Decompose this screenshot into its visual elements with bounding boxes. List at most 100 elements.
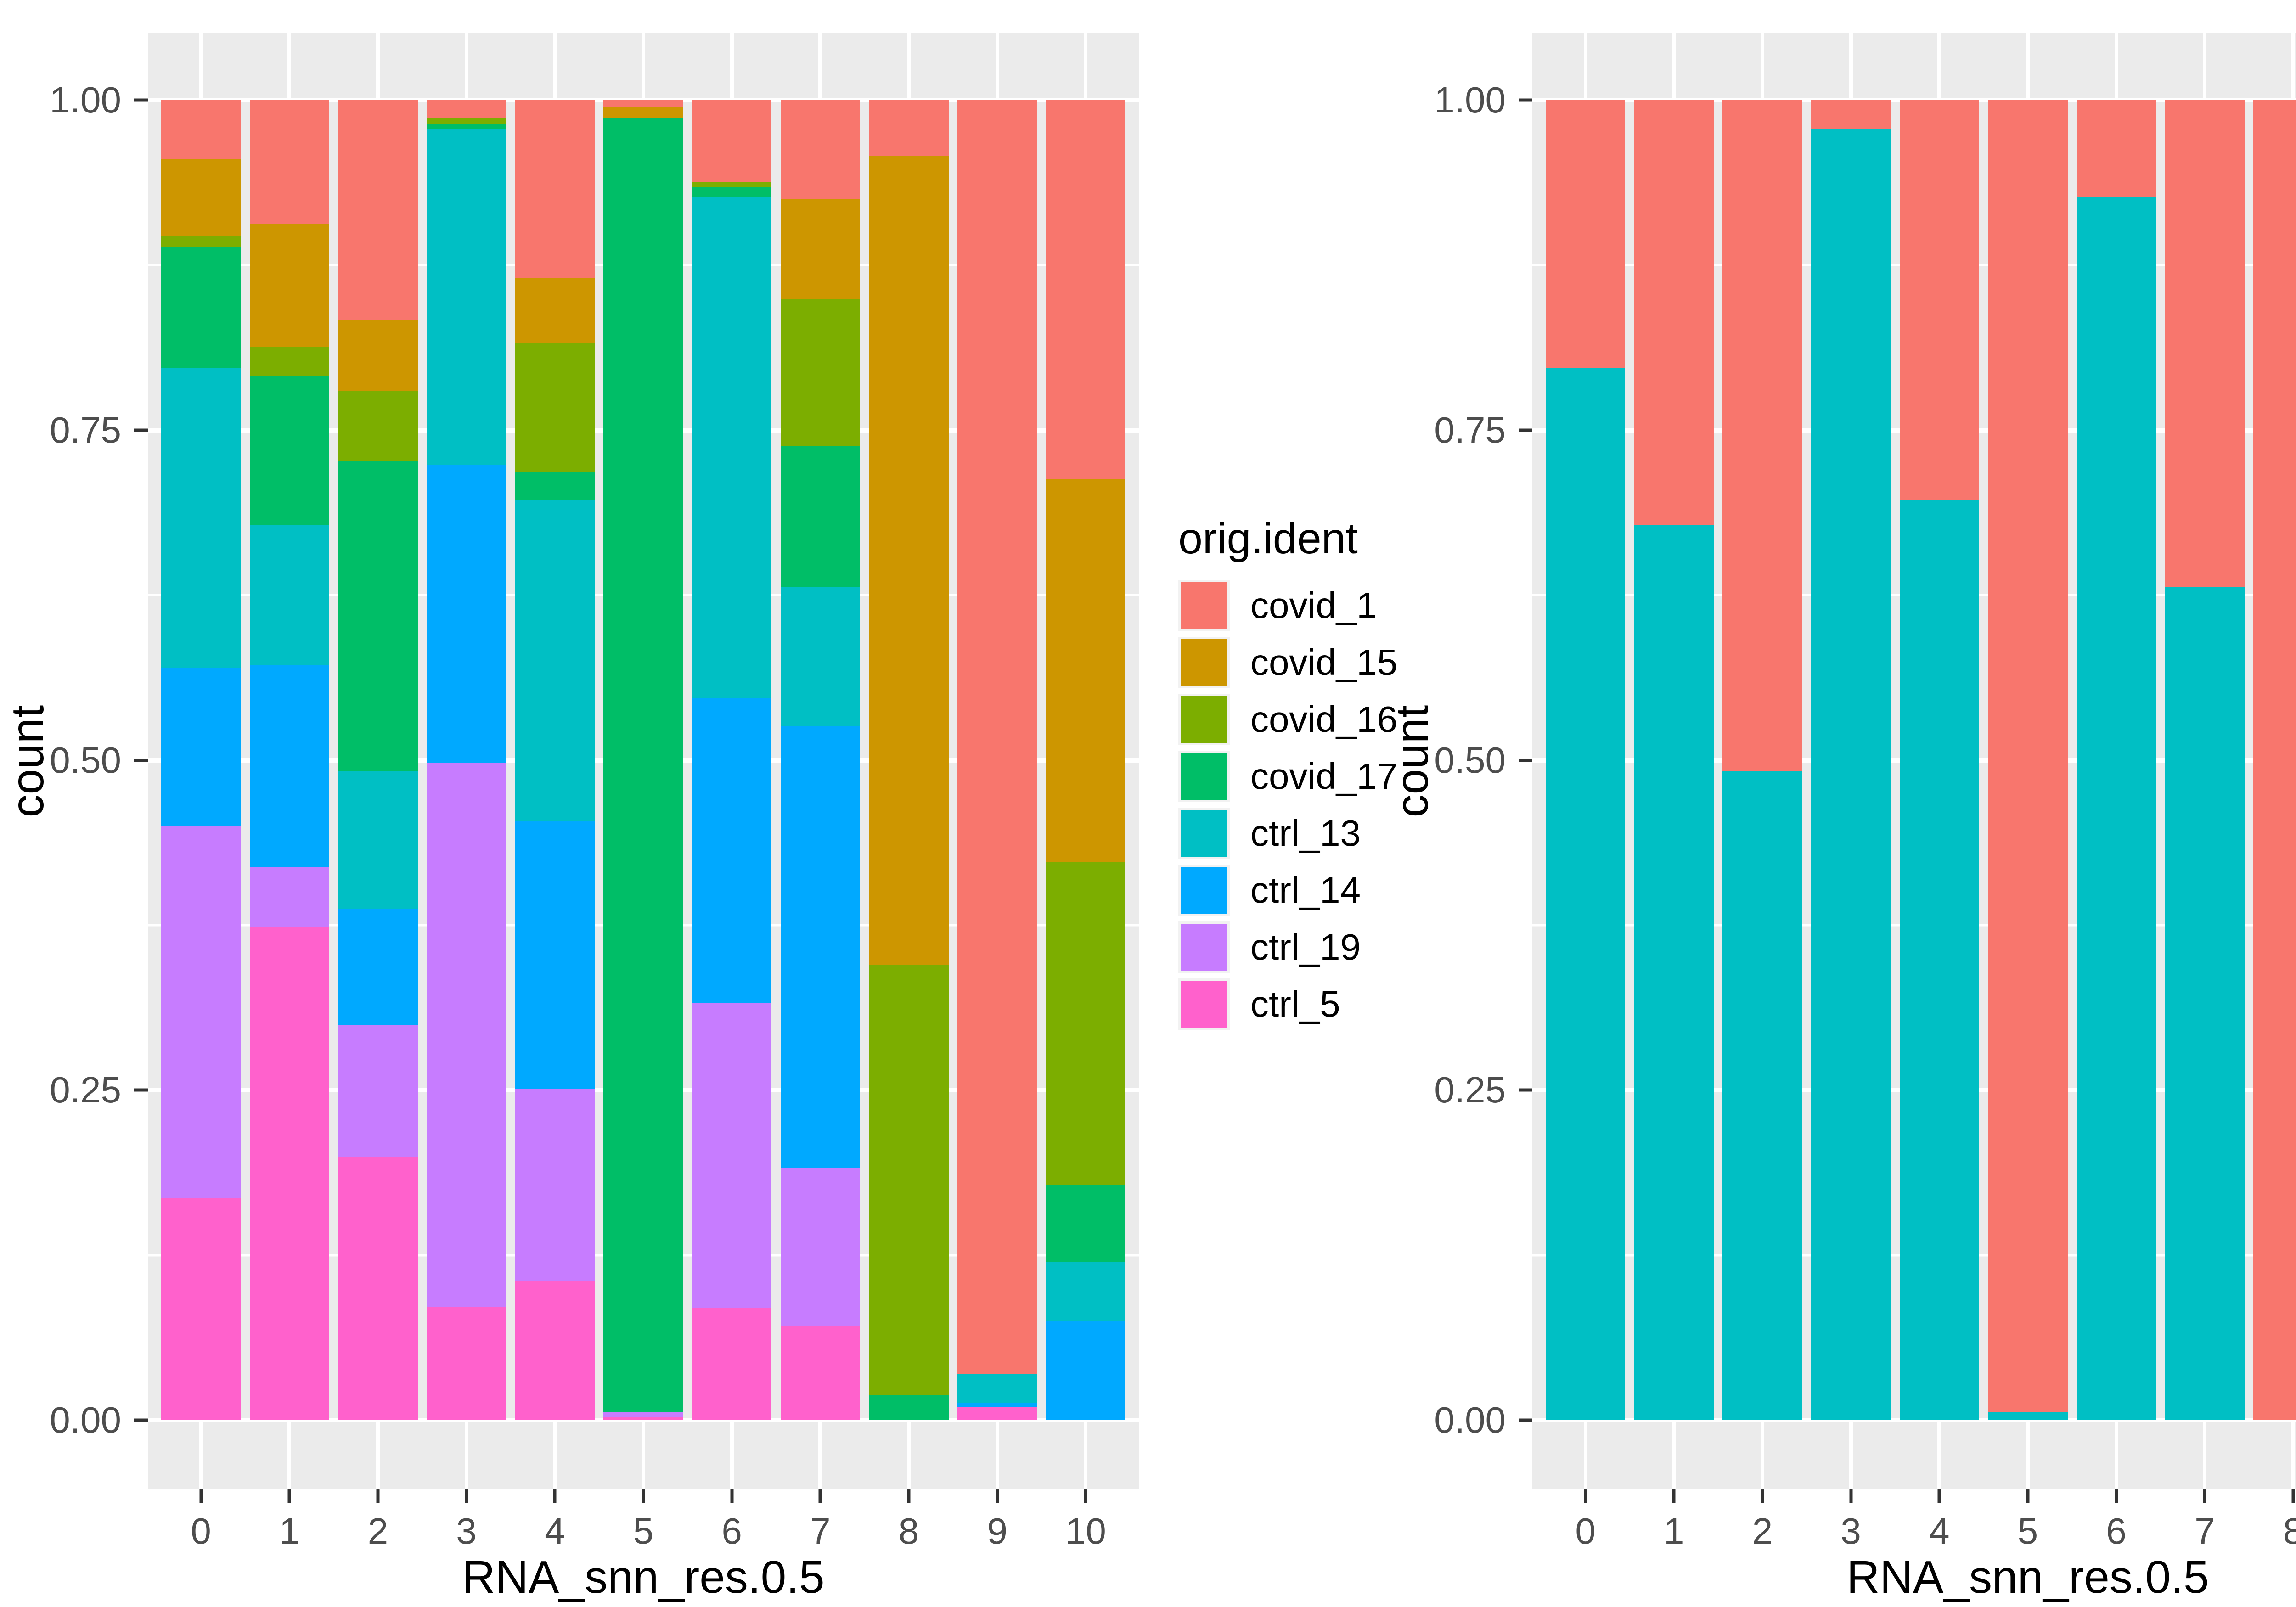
x-tick-label: 4: [1929, 1511, 1950, 1551]
legend-key: [1178, 580, 1230, 631]
bar-segment-Covid: [2165, 100, 2245, 587]
bar-segment-covid_15: [780, 199, 861, 300]
bar-segment-ctrl_14: [161, 668, 241, 826]
bar-segment-covid_17: [426, 124, 506, 129]
bar-segment-ctrl_14: [692, 698, 772, 1003]
x-tick-label: 1: [279, 1511, 300, 1551]
bar-segment-ctrl_13: [780, 587, 861, 726]
bar-segment-ctrl_19: [249, 867, 329, 927]
x-tick-mark: [2026, 1489, 2030, 1503]
x-tick-label: 8: [898, 1511, 919, 1551]
y-tick-mark: [1519, 98, 1532, 102]
y-tick-label: 0.00: [50, 1399, 121, 1440]
left-chart: count RNA_snn_res.0.5 1.00 0.75 0.50 0.25 0.…: [2, 33, 1139, 1600]
y-tick-label: 0.50: [50, 739, 121, 781]
stacked-bar-cluster-4: [515, 100, 595, 1420]
bar-segment-covid_1: [692, 100, 772, 182]
legend-key: [1178, 694, 1230, 745]
bar-segment-ctrl_5: [603, 1417, 683, 1420]
stacked-bar-cluster-7: [780, 100, 861, 1420]
legend-swatch-covid_17: [1181, 753, 1227, 800]
bar-segment-ctrl_14: [1046, 1321, 1126, 1420]
bar-segment-covid_16: [161, 236, 241, 247]
bar-segment-ctrl_13: [692, 196, 772, 698]
bar-segment-ctrl_13: [249, 525, 329, 665]
right-plot-panel: [1532, 33, 2296, 1489]
x-tick-mark: [642, 1489, 645, 1503]
bar-segment-covid_1: [869, 100, 949, 156]
bar-segment-ctrl_13: [338, 770, 418, 910]
y-tick-label: 0.75: [1434, 409, 1506, 450]
legend-swatch-covid_1: [1181, 582, 1227, 629]
legend-key: [1178, 751, 1230, 802]
right-x-axis-title: RNA_snn_res.0.5: [1846, 1551, 2209, 1603]
x-tick-mark: [1084, 1489, 1087, 1503]
x-tick-mark: [1937, 1489, 1941, 1503]
y-tick-mark: [134, 759, 148, 762]
bar-segment-covid_17: [780, 446, 861, 587]
bar-segment-ctrl_13: [161, 368, 241, 668]
bar-segment-Covid: [1811, 100, 1891, 129]
legend-entry-ctrl_5: ctrl_5: [1178, 978, 1358, 1030]
legend-label: ctrl_5: [1250, 983, 1340, 1024]
bar-segment-covid_16: [338, 390, 418, 461]
bar-segment-Covid: [1988, 100, 2068, 1412]
x-tick-label: 3: [456, 1511, 477, 1551]
right-chart: count RNA_snn_res.0.5 1.00 0.75 0.50 0.25 0.…: [1386, 33, 2296, 1600]
x-tick-label: 5: [2017, 1511, 2038, 1551]
bar-segment-covid_15: [869, 155, 949, 965]
bar-segment-ctrl_14: [957, 1403, 1037, 1407]
bar-segment-covid_17: [249, 376, 329, 525]
stacked-bar-cluster-6: [692, 100, 772, 1420]
x-tick-mark: [1672, 1489, 1676, 1503]
left-plot-panel: [148, 33, 1139, 1489]
legend-swatch-ctrl_14: [1181, 867, 1227, 914]
legend-swatch-ctrl_13: [1181, 810, 1227, 857]
bar-segment-ctrl_14: [780, 725, 861, 1168]
bar-segment-ctrl_19: [692, 1003, 772, 1308]
bar-segment-ctrl_14: [338, 909, 418, 1026]
bar-segment-covid_16: [249, 347, 329, 376]
x-tick-mark: [465, 1489, 468, 1503]
bar-segment-ctrl_19: [780, 1168, 861, 1326]
stacked-bar-cluster-5: [603, 100, 683, 1420]
legend-label: ctrl_13: [1250, 813, 1361, 854]
y-tick-mark: [1519, 428, 1532, 432]
x-tick-label: 8: [2283, 1511, 2296, 1551]
bar-segment-covid_16: [515, 343, 595, 472]
bar-segment-ctrl_14: [249, 665, 329, 867]
bar-segment-Covid: [1899, 100, 1980, 500]
stacked-bar-cluster-2: [1722, 100, 1802, 1420]
legend-key: [1178, 865, 1230, 916]
legend-key: [1178, 808, 1230, 859]
x-tick-label: 7: [2195, 1511, 2215, 1551]
bar-segment-covid_1: [426, 100, 506, 119]
bar-segment-covid_15: [249, 224, 329, 347]
x-tick-label: 6: [2106, 1511, 2127, 1551]
bar-segment-covid_17: [338, 460, 418, 771]
bar-segment-Ctrl: [1811, 129, 1891, 1420]
bar-segment-ctrl_19: [161, 826, 241, 1199]
bar-segment-covid_1: [161, 100, 241, 160]
stacked-bar-cluster-8: [2253, 100, 2296, 1420]
bar-segment-Ctrl: [1722, 770, 1802, 1420]
bar-segment-covid_16: [692, 182, 772, 187]
legend-swatch-covid_16: [1181, 696, 1227, 743]
bar-segment-covid_1: [515, 100, 595, 279]
bar-segment-covid_15: [603, 107, 683, 119]
bar-segment-covid_17: [1046, 1185, 1126, 1262]
y-tick-mark: [134, 98, 148, 102]
bar-segment-Ctrl: [1899, 500, 1980, 1420]
bar-segment-Ctrl: [1988, 1412, 2068, 1420]
y-tick-label: 1.00: [1434, 79, 1506, 120]
bar-segment-covid_1: [780, 100, 861, 199]
legend-entry-ctrl_14: ctrl_14: [1178, 865, 1361, 916]
orig-ident-legend-entries: covid_1 covid_15 covid_16 covid_17 ctrl_13 ct…: [1178, 580, 1397, 1030]
legend-entry-covid_16: covid_16: [1178, 694, 1397, 745]
right-bars-layer: [1532, 33, 2296, 1489]
x-tick-label: 10: [1065, 1511, 1106, 1551]
x-tick-label: 0: [1575, 1511, 1596, 1551]
x-tick-mark: [907, 1489, 911, 1503]
bar-segment-ctrl_5: [692, 1308, 772, 1420]
legend-swatch-ctrl_19: [1181, 924, 1227, 971]
